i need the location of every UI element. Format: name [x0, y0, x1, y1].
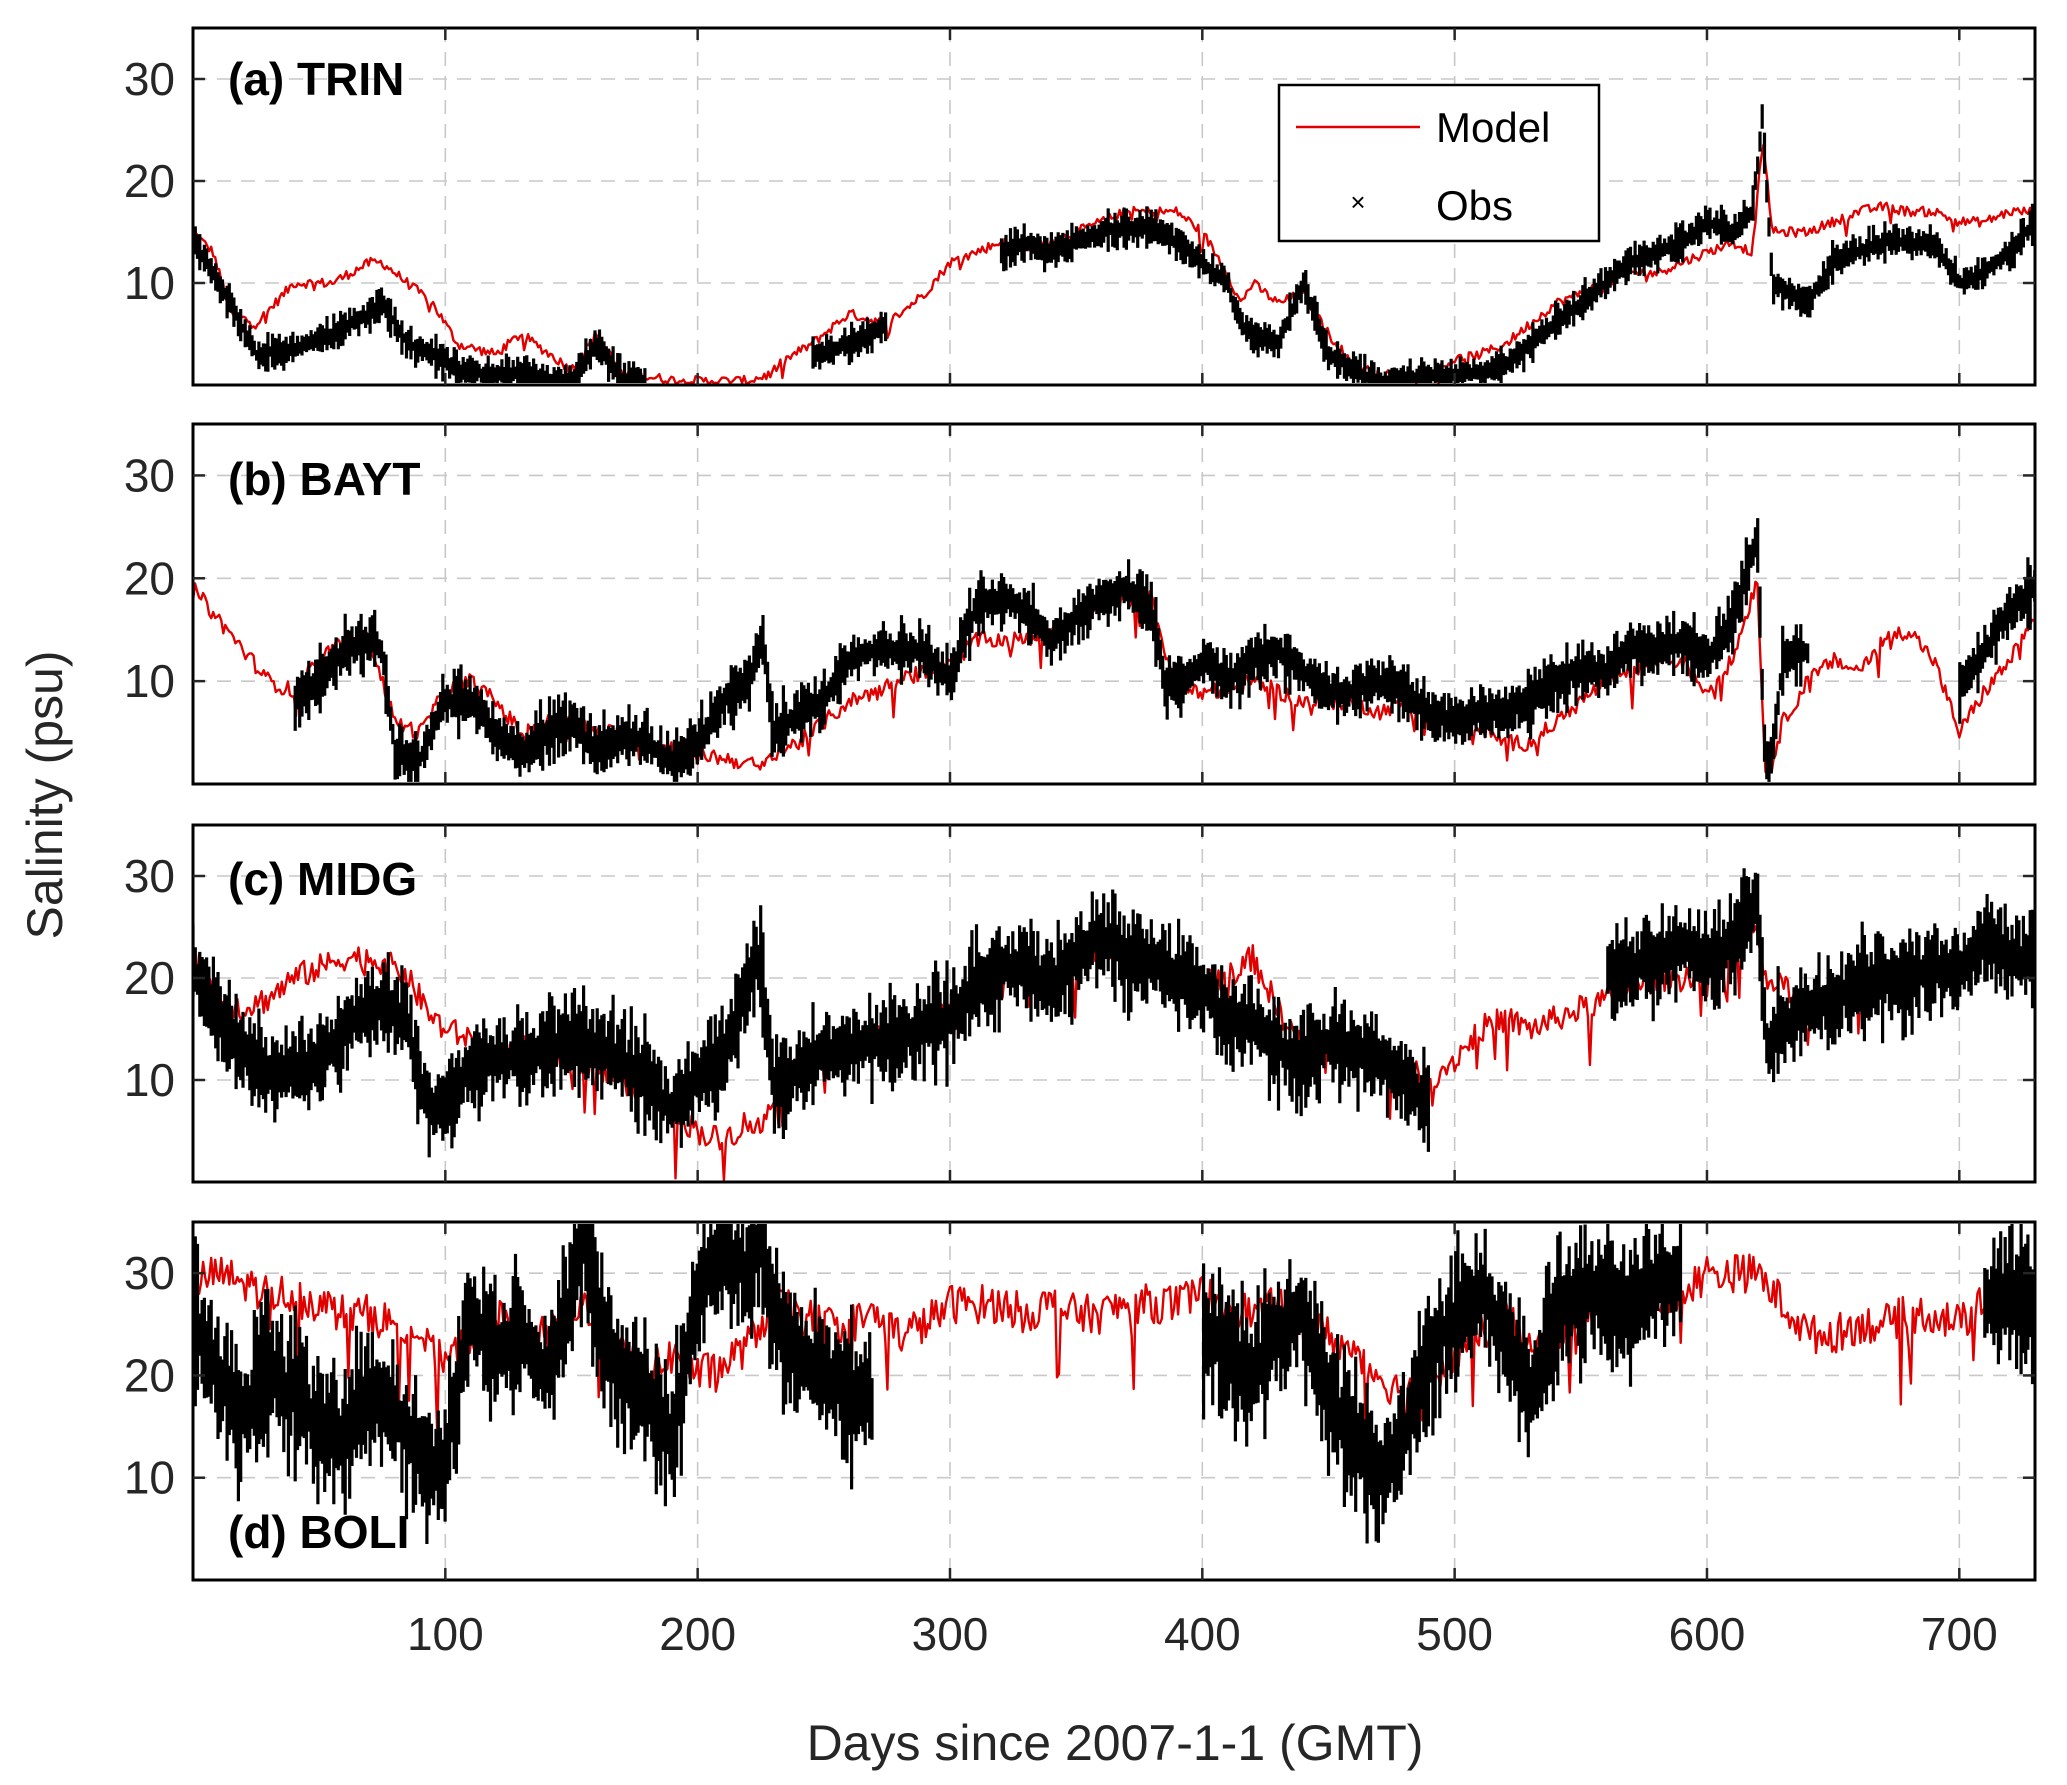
panel-title: (b) BAYT [228, 453, 421, 505]
legend: Model × Obs [1277, 83, 1601, 243]
axes-frame [191, 26, 2037, 387]
plot-content [193, 104, 2035, 385]
panel-2: 10 20 30 (b) BAYT [124, 422, 2037, 786]
plot-content [193, 518, 2035, 782]
y-tick-label: 10 [124, 1452, 175, 1504]
x-tick-label: 400 [1164, 1608, 1241, 1660]
y-tick-label: 10 [124, 257, 175, 309]
plot-content [193, 868, 2035, 1182]
panel-1: 10 20 30 (a) TRIN Model × Obs [124, 26, 2037, 387]
x-tick-label: 500 [1416, 1608, 1493, 1660]
plot-area [193, 28, 2035, 385]
x-tick-label: 100 [407, 1608, 484, 1660]
panel-title: (c) MIDG [228, 853, 417, 905]
y-tick-label: 30 [124, 53, 175, 105]
y-tick-label: 30 [124, 449, 175, 501]
panel-3: 10 20 30 (c) MIDG [124, 823, 2037, 1184]
model-series-line [193, 1253, 2035, 1446]
panel-title: (d) BOLI [228, 1506, 409, 1558]
panel-title: (a) TRIN [228, 53, 404, 105]
axes-frame [191, 422, 2037, 786]
obs-series-markers [193, 868, 2035, 1158]
y-tick-label: 20 [124, 552, 175, 604]
obs-series-markers [293, 518, 2035, 782]
obs-series-markers [193, 104, 2035, 383]
legend-model-label: Model [1436, 104, 1550, 151]
y-tick-label: 30 [124, 1247, 175, 1299]
legend-obs-label: Obs [1436, 182, 1513, 229]
y-tick-label: 20 [124, 952, 175, 1004]
y-tick-label: 20 [124, 1349, 175, 1401]
panels: 10 20 30 (a) TRIN Model × Obs 10 20 30 (b) BAYT 10 2… [124, 26, 2037, 1660]
y-tick-label: 10 [124, 655, 175, 707]
x-tick-label: 700 [1921, 1608, 1998, 1660]
y-tick-label: 30 [124, 850, 175, 902]
x-tick-label: 300 [912, 1608, 989, 1660]
panel-4: 10 20 30 100 200 300 400 500 600 700 (d) BOLI [124, 1220, 2037, 1660]
y-tick-label: 20 [124, 155, 175, 207]
axes-frame [191, 1220, 2037, 1582]
y-axis-label: Salinity (psu) [17, 651, 73, 940]
legend-obs-marker: × [1350, 187, 1365, 217]
plot-content [193, 1224, 2035, 1544]
y-tick-label: 10 [124, 1054, 175, 1106]
legend-box [1277, 83, 1601, 243]
x-tick-label: 200 [659, 1608, 736, 1660]
axes-frame [191, 823, 2037, 1184]
x-tick-label: 600 [1669, 1608, 1746, 1660]
obs-series-markers [193, 1224, 2035, 1544]
x-axis-label: Days since 2007-1-1 (GMT) [807, 1715, 1424, 1771]
plot-area [193, 825, 2035, 1182]
